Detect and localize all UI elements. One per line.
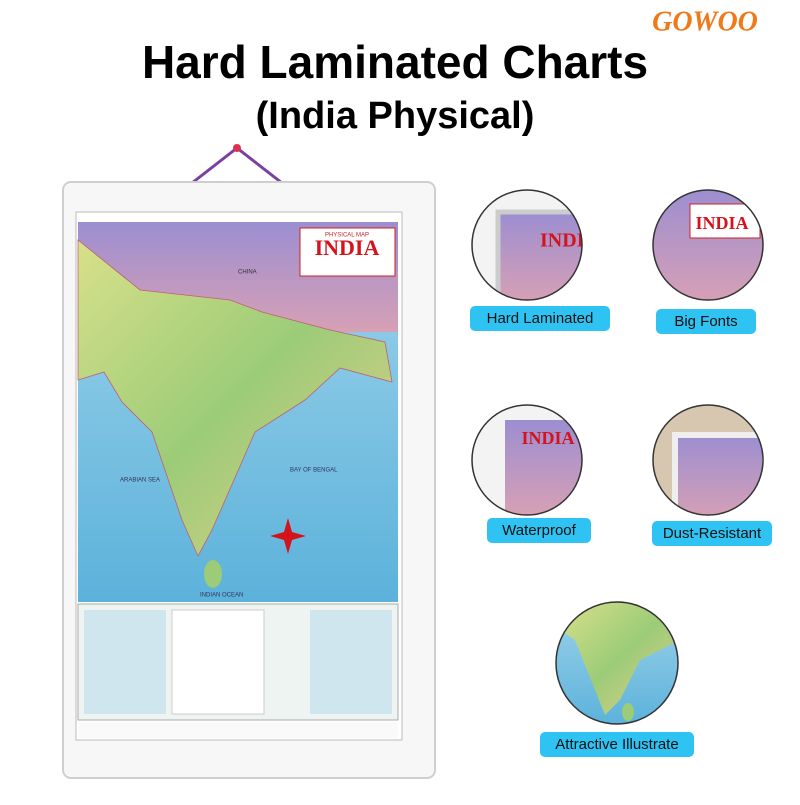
- map: PHYSICAL MAP INDIA CHINA ARABIAN SEA BAY…: [77, 222, 398, 602]
- feature-photo: INDIA: [653, 190, 763, 300]
- footer-strip: [78, 722, 398, 738]
- feature-photo-text: INDIA: [540, 230, 599, 252]
- feature-label: Hard Laminated: [487, 310, 594, 327]
- map-title: INDIA: [315, 235, 380, 260]
- inset-map: [310, 610, 392, 714]
- inset-table: [171, 609, 265, 715]
- map-label: INDIAN OCEAN: [200, 593, 243, 599]
- hanger-pin: [233, 144, 241, 152]
- map-label: CHINA: [238, 270, 257, 276]
- circle-borders: [471, 189, 764, 725]
- map-island: [204, 560, 222, 588]
- map-land: [77, 239, 393, 557]
- feature-pill: [470, 306, 610, 331]
- map-label: ARABIAN SEA: [120, 478, 160, 484]
- feature-photo: [556, 602, 678, 724]
- feature-label: Dust-Resistant: [663, 525, 762, 542]
- feature-photo: INDIA: [472, 190, 599, 300]
- feature-pill: [540, 732, 694, 757]
- feature-pill: [652, 521, 772, 546]
- map-title-box: [299, 227, 396, 277]
- compass: [270, 518, 306, 554]
- subtitle: (India Physical): [256, 95, 535, 137]
- title: Hard Laminated Charts: [142, 36, 648, 88]
- feature-photo-text: INDIA: [695, 213, 748, 233]
- feature-label: Waterproof: [502, 522, 576, 539]
- feature-pill: [487, 518, 591, 543]
- feature-photo: [653, 405, 763, 515]
- map-label: BAY OF BENGAL: [290, 468, 338, 474]
- inset-map: [84, 610, 166, 714]
- brand-logo: GOWOO: [652, 6, 758, 37]
- feature-photo-text: INDIA: [521, 428, 574, 448]
- feature-label: Big Fonts: [674, 313, 737, 330]
- map-heading: PHYSICAL MAP: [325, 233, 369, 239]
- feature-pill: [656, 309, 756, 334]
- feature-label: Attractive Illustrate: [555, 736, 678, 753]
